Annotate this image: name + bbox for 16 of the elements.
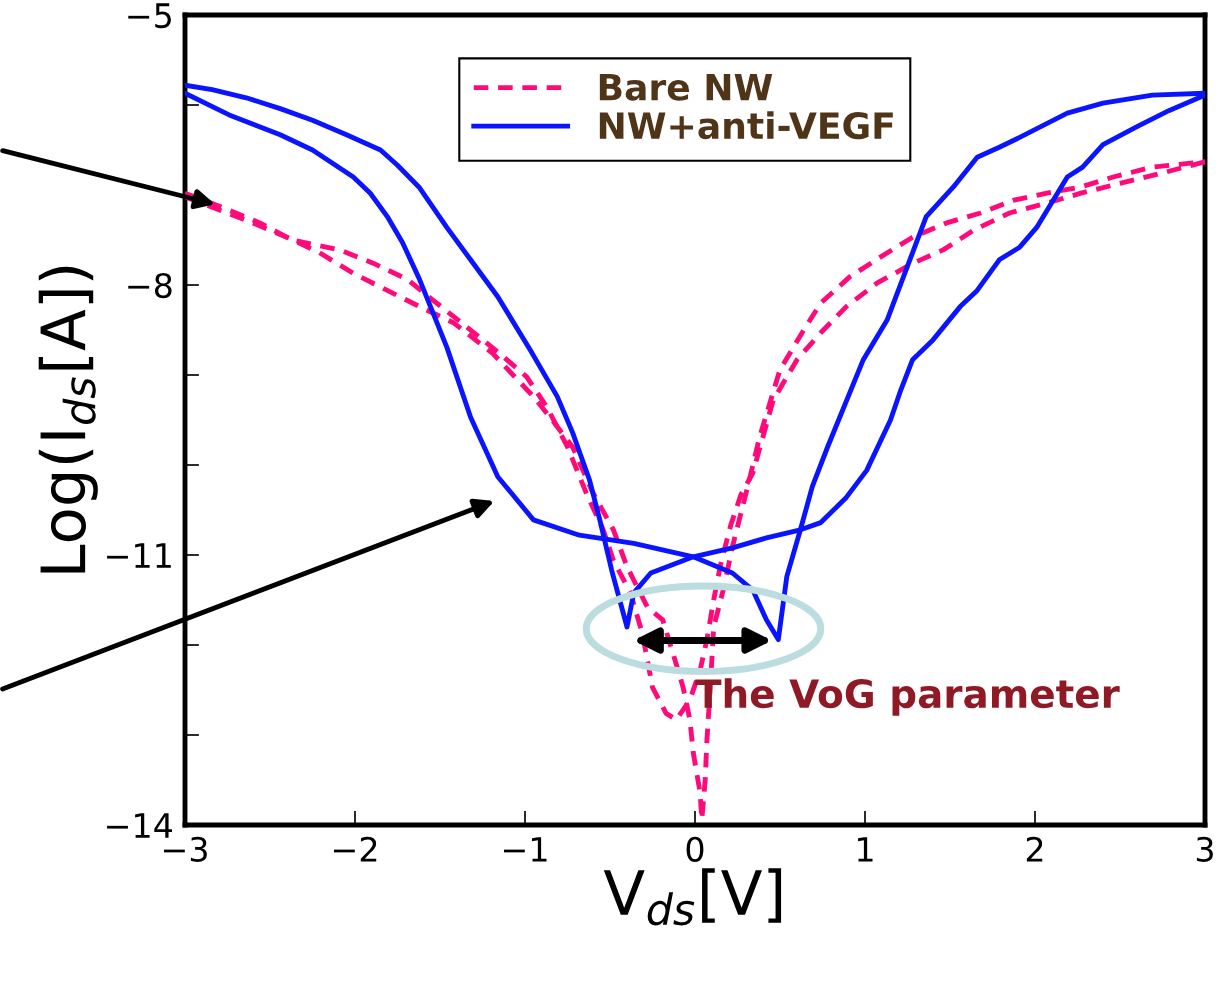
x-tick-label: 2	[1026, 836, 1043, 862]
x-tick-label: 1	[858, 837, 873, 862]
x-tick-label: −3	[163, 836, 207, 862]
y-tick-label: −5	[128, 3, 171, 29]
annotation: The VoG parameter	[695, 678, 1120, 716]
x-axis-title: V$_{ds}$[V]	[603, 868, 782, 926]
x-tick-label: −2	[333, 836, 377, 862]
legend-label: NW+anti-VEGF	[599, 111, 893, 140]
x-tick-label: 3	[1196, 836, 1213, 862]
legend-label: Bare NW	[599, 73, 773, 101]
x-tick-label: −1	[503, 837, 547, 862]
y-axis-title: Log(I$_{ds}$[A])	[38, 266, 98, 573]
y-tick-label: −8	[128, 272, 172, 299]
x-tick-label: 0	[686, 836, 704, 862]
y-tick-label: −11	[107, 543, 171, 568]
y-tick-label: −14	[107, 813, 173, 838]
